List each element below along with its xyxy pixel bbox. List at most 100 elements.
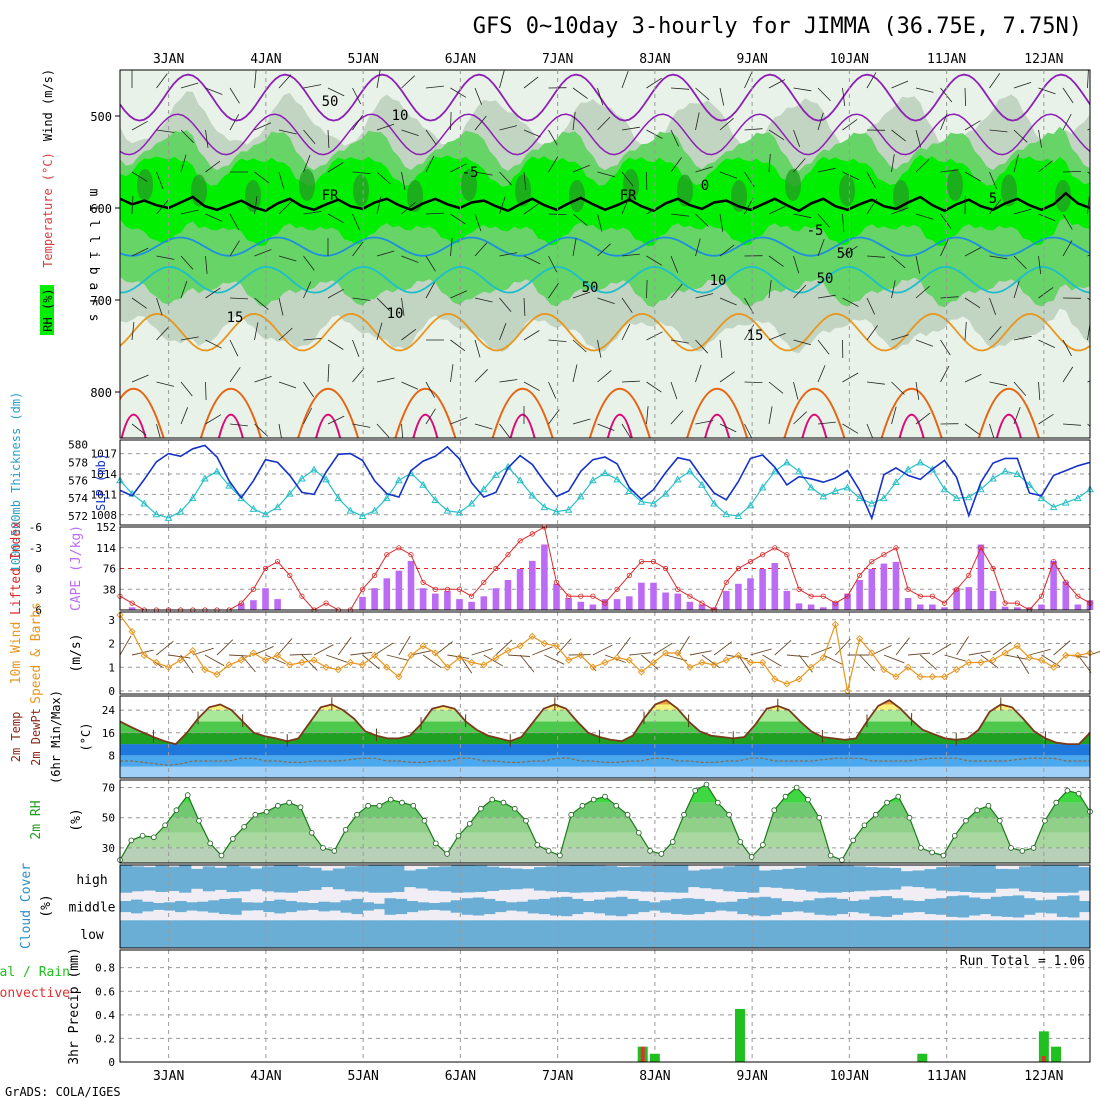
cloud-bar-high	[735, 865, 748, 892]
isotherm-10	[120, 265, 1090, 294]
wind-barb	[1013, 129, 1028, 143]
surface-wind-barb	[374, 642, 394, 656]
lifted-index-point	[565, 593, 572, 599]
cape-bar	[723, 590, 730, 610]
cloud-bar-middle	[230, 898, 242, 915]
wind-barb	[303, 381, 314, 398]
wind-speed-point	[237, 656, 245, 664]
temp-tick-label: 16	[102, 727, 115, 740]
wind-barb	[646, 77, 662, 89]
rh-point	[173, 807, 180, 813]
wind-speed-point	[674, 649, 682, 657]
cloud-bar-middle	[759, 896, 771, 917]
li-tick-label: -3	[29, 542, 42, 555]
thickness-point	[770, 467, 779, 475]
thickness-point	[152, 510, 161, 518]
cloud-bar-high	[1019, 866, 1032, 892]
cloud-bar-middle	[516, 901, 529, 912]
contour-label: 50	[582, 280, 599, 296]
cloud-bar-low	[219, 920, 231, 948]
cloud-bar-low	[748, 920, 760, 948]
cloud-bar-middle	[571, 898, 584, 915]
wind-barb	[474, 213, 482, 232]
cloud-bar-low	[142, 920, 154, 948]
cloud-bar-low	[715, 920, 727, 948]
cloud-bar-high	[309, 867, 322, 890]
li-tick-label: 6	[35, 604, 42, 617]
pressure-tick-label: 800	[90, 386, 112, 400]
cape-bar	[771, 563, 779, 610]
surface-wind-barb	[932, 643, 952, 656]
lifted-index-point	[444, 586, 450, 592]
freezing-level-line	[120, 191, 1090, 213]
thickness-point	[298, 474, 306, 482]
wind-barb	[254, 171, 270, 184]
slp-axis-label: SLP (mb)	[94, 453, 108, 511]
wind-barb	[719, 423, 737, 433]
rh2m-panel: 30 50 70 2m RH (%)	[29, 779, 1093, 864]
wind-barb	[842, 171, 859, 180]
thickness-point	[201, 474, 209, 482]
wind-barb	[352, 114, 363, 131]
wind-barb	[670, 87, 690, 90]
cloud-bar-middle	[219, 898, 231, 915]
cloud-bar-high	[569, 865, 582, 893]
wind-barb	[156, 129, 175, 133]
rh-tick-label: 30	[102, 842, 115, 855]
cape-bar	[917, 604, 924, 610]
rh-point	[308, 829, 315, 836]
contour-label: 10	[710, 273, 727, 289]
wind-barb	[1038, 413, 1054, 425]
wind-barb	[964, 87, 966, 107]
surface-wind-barb	[823, 654, 844, 666]
rh-point	[771, 807, 777, 813]
cape-axis-label: CAPE (J/kg)	[69, 525, 84, 611]
wind-barb	[205, 129, 209, 148]
lifted-index-point	[384, 552, 390, 558]
wind-barb	[523, 76, 539, 89]
cloud-row-label: middle	[69, 901, 116, 916]
wind-barb	[450, 290, 468, 299]
wind-speed-point	[431, 649, 439, 657]
wind-barb	[523, 171, 527, 190]
surface-wind-barb	[313, 644, 334, 656]
cape-bar	[419, 588, 427, 610]
thickness-point	[952, 494, 961, 502]
cape-bar	[880, 563, 888, 610]
wind-barb	[450, 417, 468, 425]
cloud-bar-middle	[583, 901, 595, 913]
temp-axis-label-3: (6hr Min/Max)	[49, 690, 63, 784]
wind-barb	[597, 116, 611, 131]
wind-barb	[597, 297, 615, 304]
temp-axis-label-4: (°C)	[79, 723, 93, 752]
lifted-index-point	[274, 558, 281, 565]
isotherm-20	[297, 387, 360, 438]
pressure-axis-label: m i l l i b a r s	[86, 188, 101, 321]
wind-barb	[401, 202, 416, 215]
run-total-label: Run Total = 1.06	[960, 954, 1085, 969]
rh-point	[579, 802, 586, 809]
cloud-bar-middle	[693, 898, 705, 915]
wind-barb	[352, 171, 371, 174]
cloud-bar-middle	[891, 898, 904, 915]
thickness-point	[564, 505, 573, 513]
surface-wind-barb	[471, 648, 493, 656]
rh-point	[635, 829, 642, 836]
wind-barb	[1038, 287, 1054, 299]
rh-point	[1019, 848, 1026, 854]
wind-barb	[548, 339, 567, 342]
wind-barb	[597, 213, 603, 232]
wind-speed-point	[928, 673, 937, 681]
thickness-point	[492, 470, 500, 478]
cloud-bar-low	[924, 920, 937, 948]
thickness-point	[977, 485, 985, 493]
wind-barb	[768, 153, 771, 173]
wind-barb	[572, 339, 587, 353]
cloud-row-label: low	[80, 928, 104, 943]
cloud-bar-middle	[968, 897, 981, 916]
thickness-point	[722, 510, 731, 518]
rh-core-blob	[947, 169, 963, 201]
cloud-bar-middle	[175, 901, 187, 913]
lifted-index-point	[650, 558, 657, 565]
wind-barb	[572, 213, 588, 226]
